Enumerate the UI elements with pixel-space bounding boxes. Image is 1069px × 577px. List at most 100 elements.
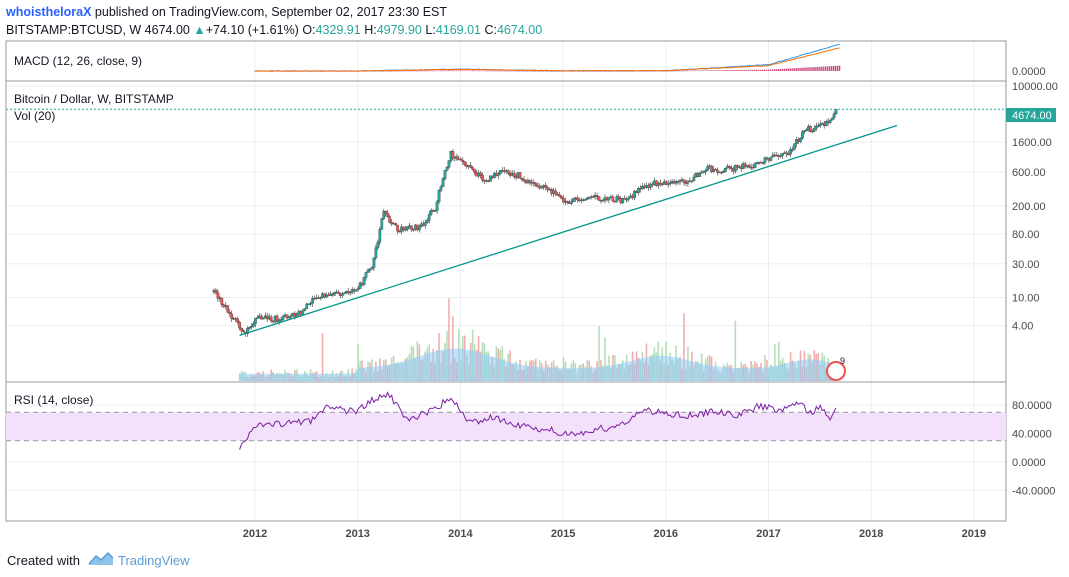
candle-body [830, 117, 834, 121]
macd-histogram-bar [781, 68, 784, 71]
macd-histogram-bar [560, 71, 562, 72]
macd-histogram-bar [801, 67, 803, 71]
macd-histogram-bar [779, 68, 782, 71]
candle-body [779, 155, 783, 157]
macd-histogram-bar [461, 70, 464, 72]
candle-body [532, 182, 536, 184]
macd-histogram-bar [704, 70, 706, 71]
volume-bar [683, 313, 685, 381]
candle-body [281, 316, 285, 320]
macd-histogram-bar [690, 70, 693, 72]
macd-histogram-bar [515, 70, 517, 72]
macd-histogram-bar [783, 68, 785, 71]
candle-body [256, 317, 259, 319]
macd-histogram-bar [522, 70, 525, 72]
candle-body [597, 196, 601, 201]
macd-histogram-bar [813, 67, 815, 71]
candle-body [753, 163, 757, 168]
rsi-tick-label: -40.0000 [1012, 485, 1055, 497]
price-pane[interactable] [5, 80, 1007, 383]
macd-histogram-bar [520, 70, 523, 72]
candle-body [540, 186, 544, 189]
macd-histogram-bar [694, 70, 697, 72]
macd-histogram-bar [777, 69, 780, 71]
macd-histogram-bar [463, 70, 466, 72]
macd-histogram-bar [538, 70, 541, 72]
macd-pane[interactable] [5, 40, 1007, 82]
candle-body [805, 129, 808, 131]
close-value: 4674.00 [496, 23, 543, 37]
price-tick-label: 600.00 [1012, 167, 1046, 179]
macd-histogram-bar [394, 70, 396, 72]
macd-histogram-bar [384, 70, 387, 72]
macd-histogram-bar [671, 70, 673, 72]
macd-histogram-bar [374, 70, 377, 72]
candle-body [216, 292, 220, 299]
macd-histogram-bar [678, 70, 681, 72]
trendline[interactable] [239, 124, 898, 337]
candle-body [366, 270, 370, 273]
macd-histogram-bar [595, 71, 598, 72]
candle-body [406, 226, 409, 230]
macd-histogram-bar [718, 70, 720, 71]
candle-body [358, 282, 362, 289]
tradingview-logo-icon[interactable] [88, 551, 114, 567]
macd-histogram-bar [430, 70, 432, 72]
rsi-tick-label: 80.0000 [1012, 400, 1052, 412]
candle-body [625, 199, 629, 201]
candle-body [311, 297, 315, 304]
rsi-pane[interactable] [5, 381, 1007, 522]
chart-header: whoistheloraX published on TradingView.c… [0, 0, 1069, 40]
pane-frames [5, 40, 1007, 522]
macd-histogram-bar [392, 70, 394, 72]
macd-histogram-bar [712, 70, 714, 71]
candle-body [799, 138, 802, 142]
price-tick-label: 4.00 [1012, 321, 1033, 333]
macd-histogram-bar [771, 69, 774, 71]
candle-body [429, 210, 433, 215]
candle-body [702, 171, 706, 173]
candle-body [362, 277, 366, 286]
x-axis-ticks: 2012 2013 2014 2015 2016 2017 2018 2019 [243, 528, 986, 540]
macd-histogram-bar [696, 70, 699, 72]
macd-histogram-bar [451, 70, 454, 72]
macd-histogram-bar [732, 70, 734, 71]
macd-histogram-bar [832, 65, 835, 71]
candle-body [248, 326, 251, 329]
macd-histogram-bar [503, 70, 505, 72]
tradingview-brand[interactable]: TradingView [118, 553, 190, 568]
macd-histogram-bar [414, 70, 416, 72]
macd-histogram-bar [370, 70, 373, 72]
macd-histogram-bar [761, 69, 764, 71]
candle-body [664, 181, 668, 185]
candle-body [690, 180, 694, 182]
macd-histogram-bar [659, 70, 661, 72]
macd-histogram-bar [477, 70, 479, 72]
candle-body [289, 315, 293, 318]
macd-histogram-bar [759, 69, 762, 71]
candle-body [238, 321, 241, 329]
macd-histogram-bar [702, 70, 705, 72]
candle-body [656, 182, 660, 186]
candle-body [562, 198, 565, 203]
created-with-text: Created with [7, 553, 80, 568]
candle-body [481, 175, 484, 181]
low-label: L: [425, 23, 436, 37]
chart-canvas[interactable]: 10000.00 1600.00 600.00 200.00 80.00 30.00 10.… [0, 0, 1069, 545]
low-value: 4169.01 [435, 23, 481, 37]
candle-body [437, 190, 441, 203]
macd-histogram-bar [724, 70, 726, 71]
macd-histogram-bar [765, 69, 768, 71]
macd-histogram-bar [617, 70, 620, 72]
candle-body [463, 161, 467, 166]
macd-histogram-bar [708, 70, 710, 71]
macd-histogram-bar [532, 70, 535, 72]
author-link[interactable]: whoistheloraX [6, 5, 92, 19]
candle-body [498, 170, 502, 174]
macd-histogram-bar [714, 70, 716, 71]
macd-histogram-bar [720, 70, 722, 71]
x-tick-label: 2017 [756, 528, 780, 540]
candle-body [378, 229, 382, 243]
candle-body [769, 156, 773, 161]
macd-histogram-bar [449, 70, 452, 72]
